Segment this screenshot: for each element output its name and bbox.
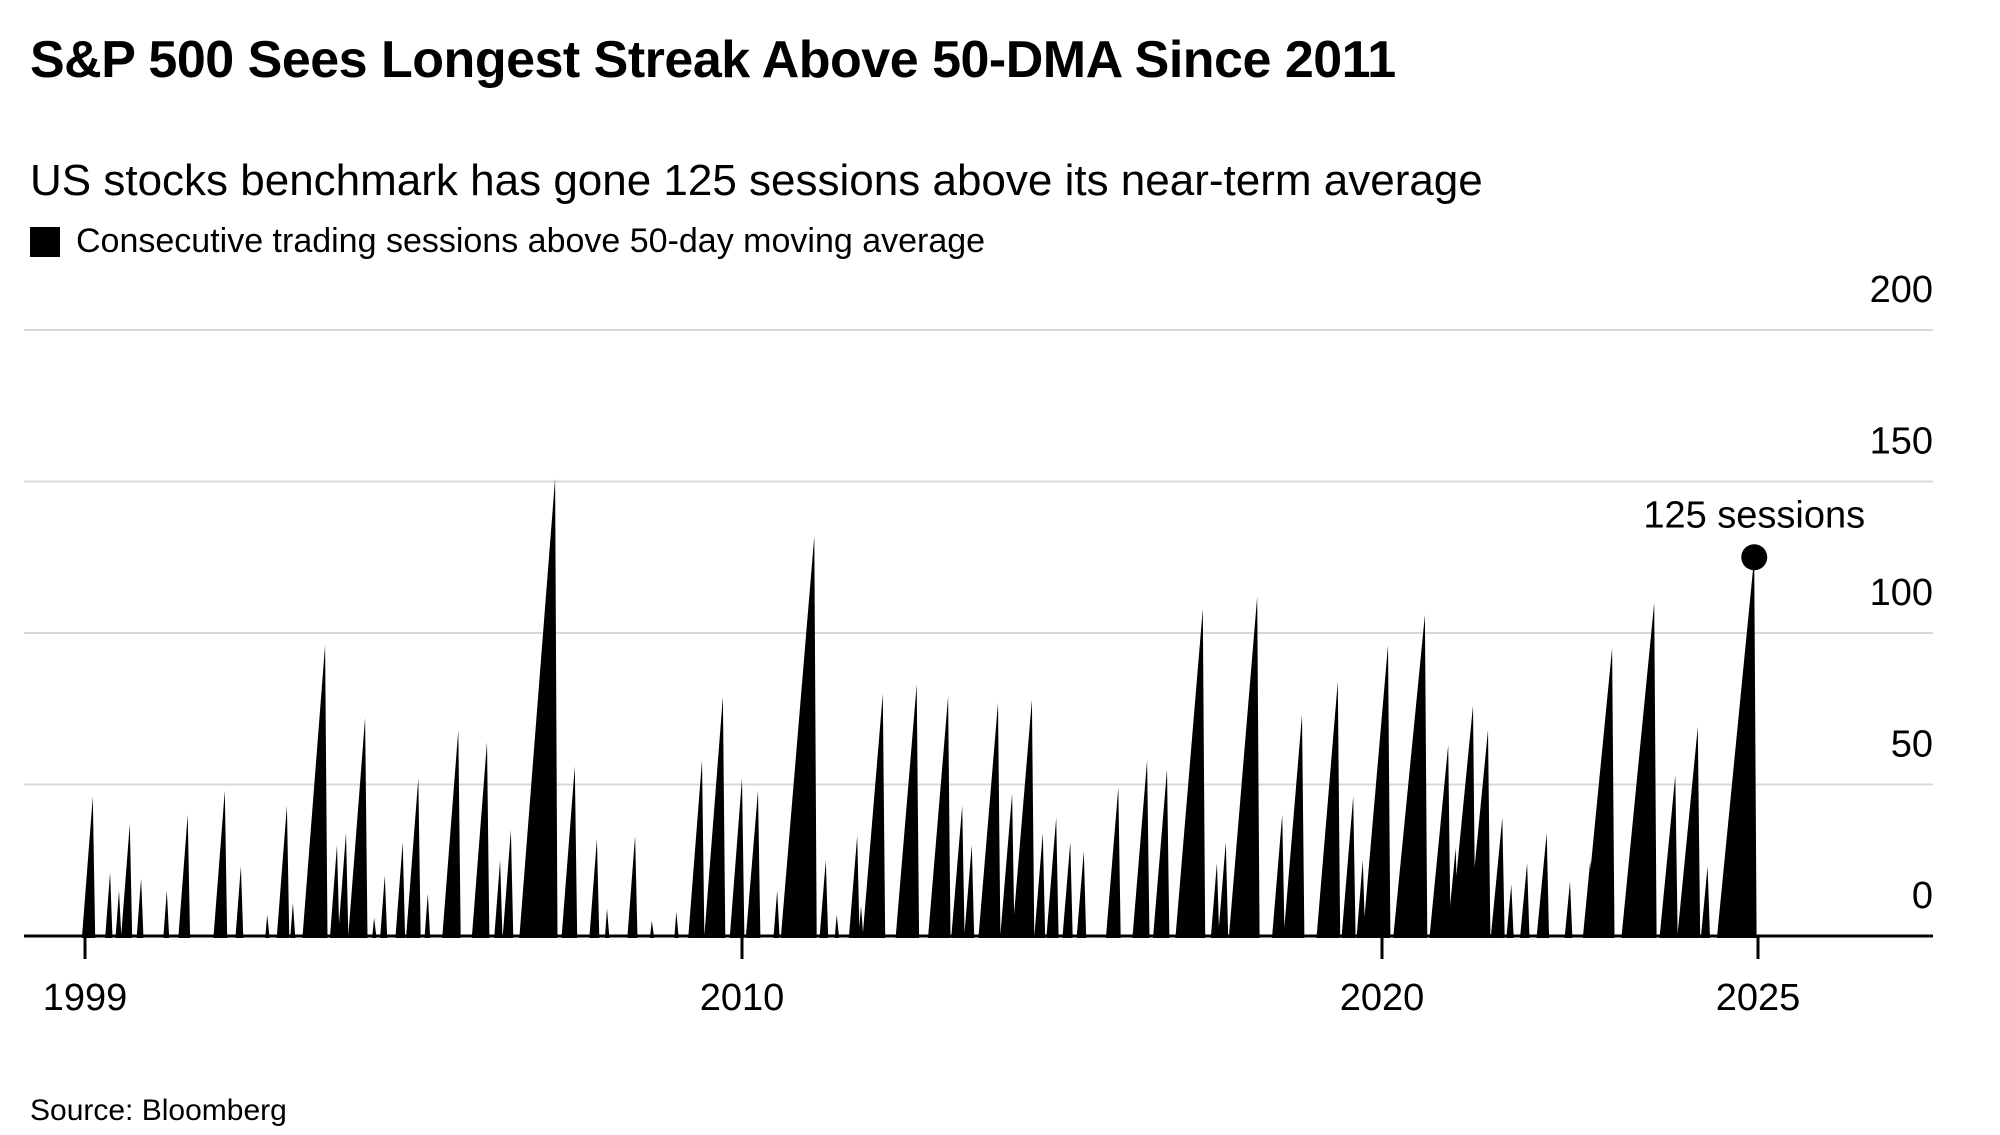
- svg-text:150: 150: [1870, 421, 1933, 463]
- gridlines: [24, 329, 1933, 786]
- annotation-dot: [1741, 544, 1768, 571]
- legend-label: Consecutive trading sessions above 50-da…: [76, 222, 986, 260]
- legend: Consecutive trading sessions above 50-da…: [30, 222, 985, 261]
- svg-text:125 sessions: 125 sessions: [1643, 494, 1865, 536]
- y-axis-labels: 0 50 100 150 200: [1870, 269, 1933, 917]
- svg-text:1999: 1999: [43, 977, 128, 1019]
- svg-text:50: 50: [1891, 724, 1933, 766]
- x-axis-ticks: [83, 936, 1760, 959]
- svg-text:2010: 2010: [700, 977, 785, 1019]
- chart-subtitle: US stocks benchmark has gone 125 session…: [30, 156, 1483, 205]
- svg-text:2020: 2020: [1340, 977, 1425, 1019]
- svg-text:200: 200: [1870, 269, 1933, 311]
- chart-title: S&P 500 Sees Longest Streak Above 50-DMA…: [30, 31, 1396, 89]
- annotation-label: 125 sessions: [1643, 494, 1865, 536]
- x-axis-labels: 1999 2010 2020 2025: [43, 977, 1801, 1019]
- svg-text:0: 0: [1912, 875, 1933, 917]
- legend-swatch-icon: [30, 226, 60, 257]
- streak-area: [81, 478, 1757, 938]
- source-credit: Source: Bloomberg: [30, 1094, 287, 1127]
- svg-text:100: 100: [1870, 572, 1933, 614]
- svg-text:2025: 2025: [1716, 977, 1801, 1019]
